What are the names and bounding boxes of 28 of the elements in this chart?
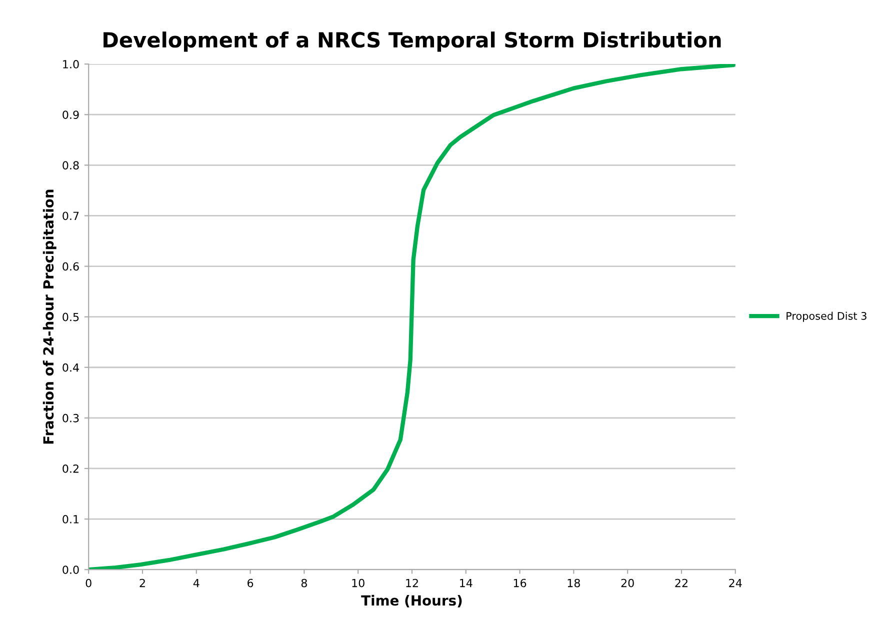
x-tick-label: 22 <box>675 578 688 588</box>
chart-title: Development of a NRCS Temporal Storm Distribution <box>104 32 721 52</box>
x-tick-label: 4 <box>193 578 200 588</box>
x-tick-label: 14 <box>460 578 472 588</box>
y-tick-label: 0.5 <box>62 312 79 322</box>
x-tick-label: 18 <box>568 578 580 588</box>
y-tick-label: 0.1 <box>62 515 79 524</box>
x-tick-label: 20 <box>621 578 634 588</box>
x-tick-label: 10 <box>352 578 364 588</box>
y-axis-title: Fraction of 24-hour Precipitation <box>42 190 56 444</box>
y-tick-label: 0.0 <box>62 566 79 574</box>
y-tick-label: 0.3 <box>62 414 79 422</box>
y-tick-label: 0.8 <box>62 161 79 170</box>
legend-label: Proposed Dist 3 <box>786 312 866 322</box>
x-tick-label: 24 <box>729 578 742 588</box>
x-tick-label: 8 <box>301 578 307 588</box>
y-tick-label: 0.9 <box>62 110 79 119</box>
x-tick-label: 0 <box>86 578 92 588</box>
x-tick-label: 2 <box>140 578 145 588</box>
x-tick-label: 6 <box>248 578 254 588</box>
y-tick-label: 0.7 <box>62 212 79 220</box>
x-tick-label: 16 <box>514 578 526 588</box>
x-tick-label: 12 <box>406 578 418 588</box>
y-tick-label: 0.2 <box>62 464 78 473</box>
y-tick-label: 1.0 <box>63 60 79 68</box>
y-tick-label: 0.6 <box>62 262 79 271</box>
x-axis-title: Time (Hours) <box>361 594 462 608</box>
y-tick-label: 0.4 <box>62 363 79 372</box>
